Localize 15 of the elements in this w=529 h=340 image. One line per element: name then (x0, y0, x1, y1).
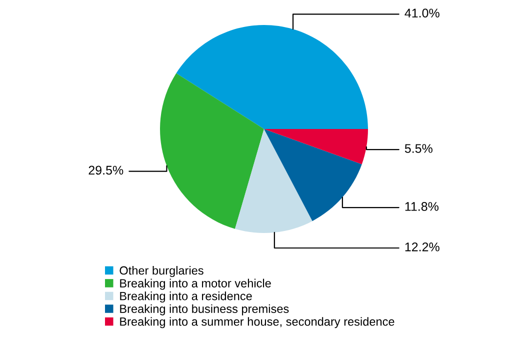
pie-slice (264, 129, 368, 164)
legend-label: Breaking into business premises (120, 304, 289, 316)
data-label: 5.5% (404, 144, 432, 153)
legend-label: Breaking into a motor vehicle (120, 278, 271, 290)
legend-label: Other burglaries (120, 266, 204, 278)
pie-slice (264, 129, 362, 222)
data-label: 11.8% (405, 202, 438, 211)
data-label: 12.2% (405, 242, 440, 252)
pie-slice (160, 73, 264, 229)
legend-label: Breaking into a summer house, secondary residence (120, 317, 394, 328)
pie-slice (176, 25, 368, 129)
pie-slice (234, 129, 312, 233)
legend-label: Breaking into a residence (120, 292, 252, 303)
data-label: 41.0% (404, 8, 440, 18)
data-label: 29.5% (88, 166, 124, 175)
